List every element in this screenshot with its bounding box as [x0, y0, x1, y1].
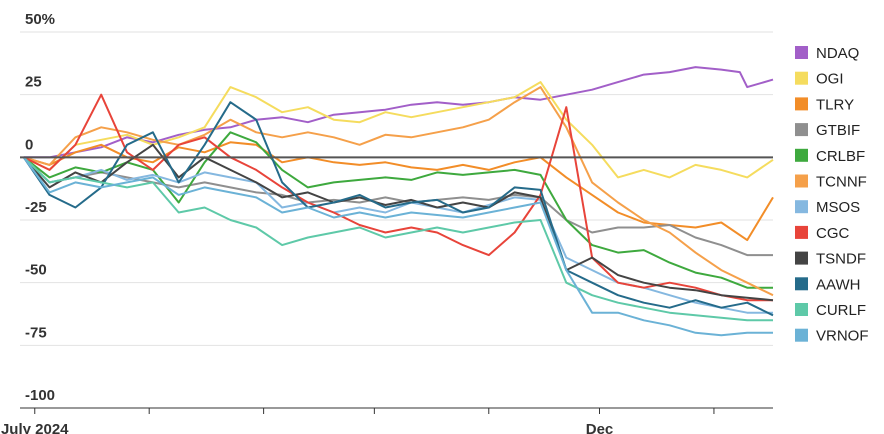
legend-item-msos[interactable]: MSOS: [795, 199, 860, 216]
series-line-crlbf: [23, 131, 773, 289]
series-line-vrnof: [22, 156, 773, 337]
legend-label: CRLBF: [816, 148, 865, 165]
series-line-tsndf: [22, 143, 774, 302]
legend-swatch: [795, 200, 808, 214]
legend-swatch: [795, 277, 808, 291]
legend-item-crlbf[interactable]: CRLBF: [795, 148, 865, 165]
legend-item-tsndf[interactable]: TSNDF: [795, 251, 866, 268]
legend-label: OGI: [816, 71, 844, 88]
series-line-aawh: [22, 101, 774, 317]
axis-layer: 50% 25 0 -25 -50 -75 -100 July 2024 Dec: [1, 11, 773, 434]
legend-swatch: [795, 71, 808, 85]
legend-swatch: [795, 123, 808, 137]
legend-swatch: [795, 174, 808, 188]
grid-layer: [20, 31, 773, 346]
series-line-curlf: [23, 156, 773, 322]
series-line-tcnnf: [23, 86, 774, 297]
y-tick-label: -25: [25, 199, 47, 216]
legend-item-tlry[interactable]: TLRY: [795, 96, 854, 113]
legend-item-ogi[interactable]: OGI: [795, 71, 844, 88]
series-line-ndaq: [23, 66, 774, 159]
legend-item-ndaq[interactable]: NDAQ: [795, 45, 859, 62]
x-tick-label: July 2024: [1, 421, 69, 434]
legend-swatch: [795, 46, 808, 59]
series-line-cgc: [23, 93, 773, 302]
legend-label: TCNNF: [816, 174, 867, 191]
series-line-gtbif: [23, 156, 773, 257]
y-tick-label: -50: [25, 262, 47, 279]
legend-label: CGC: [816, 225, 850, 242]
legend-label: VRNOF: [816, 328, 869, 345]
legend-item-curlf[interactable]: CURLF: [795, 302, 866, 319]
legend-swatch: [795, 303, 808, 316]
y-tick-label: -75: [25, 324, 47, 341]
x-tick-label: Dec: [586, 421, 614, 434]
legend-label: TLRY: [816, 96, 854, 113]
legend-swatch: [795, 148, 808, 162]
series-layer: [22, 66, 774, 337]
legend-label: NDAQ: [816, 45, 859, 62]
legend-item-aawh[interactable]: AAWH: [795, 276, 860, 293]
legend: NDAQ OGI TLRY GTBIF CRLBF TCNNF MSOS CGC TSNDF AA…: [795, 45, 869, 345]
legend-swatch: [795, 97, 808, 111]
series-line-ogi: [23, 81, 774, 179]
legend-item-vrnof[interactable]: VRNOF: [795, 328, 869, 345]
y-tick-label: -100: [25, 387, 55, 404]
legend-swatch: [795, 251, 808, 265]
legend-label: GTBIF: [816, 122, 860, 139]
series-line-msos: [23, 156, 773, 314]
y-tick-label: 50%: [25, 11, 55, 28]
legend-label: AAWH: [816, 276, 860, 293]
legend-item-tcnnf[interactable]: TCNNF: [795, 174, 867, 191]
legend-label: CURLF: [816, 302, 866, 319]
legend-swatch: [795, 225, 808, 239]
y-tick-label: 25: [25, 74, 42, 91]
y-tick-label: 0: [25, 136, 33, 153]
legend-swatch: [795, 328, 808, 342]
legend-item-gtbif[interactable]: GTBIF: [795, 122, 860, 139]
legend-label: MSOS: [816, 199, 860, 216]
legend-item-cgc[interactable]: CGC: [795, 225, 850, 242]
legend-label: TSNDF: [816, 251, 866, 268]
